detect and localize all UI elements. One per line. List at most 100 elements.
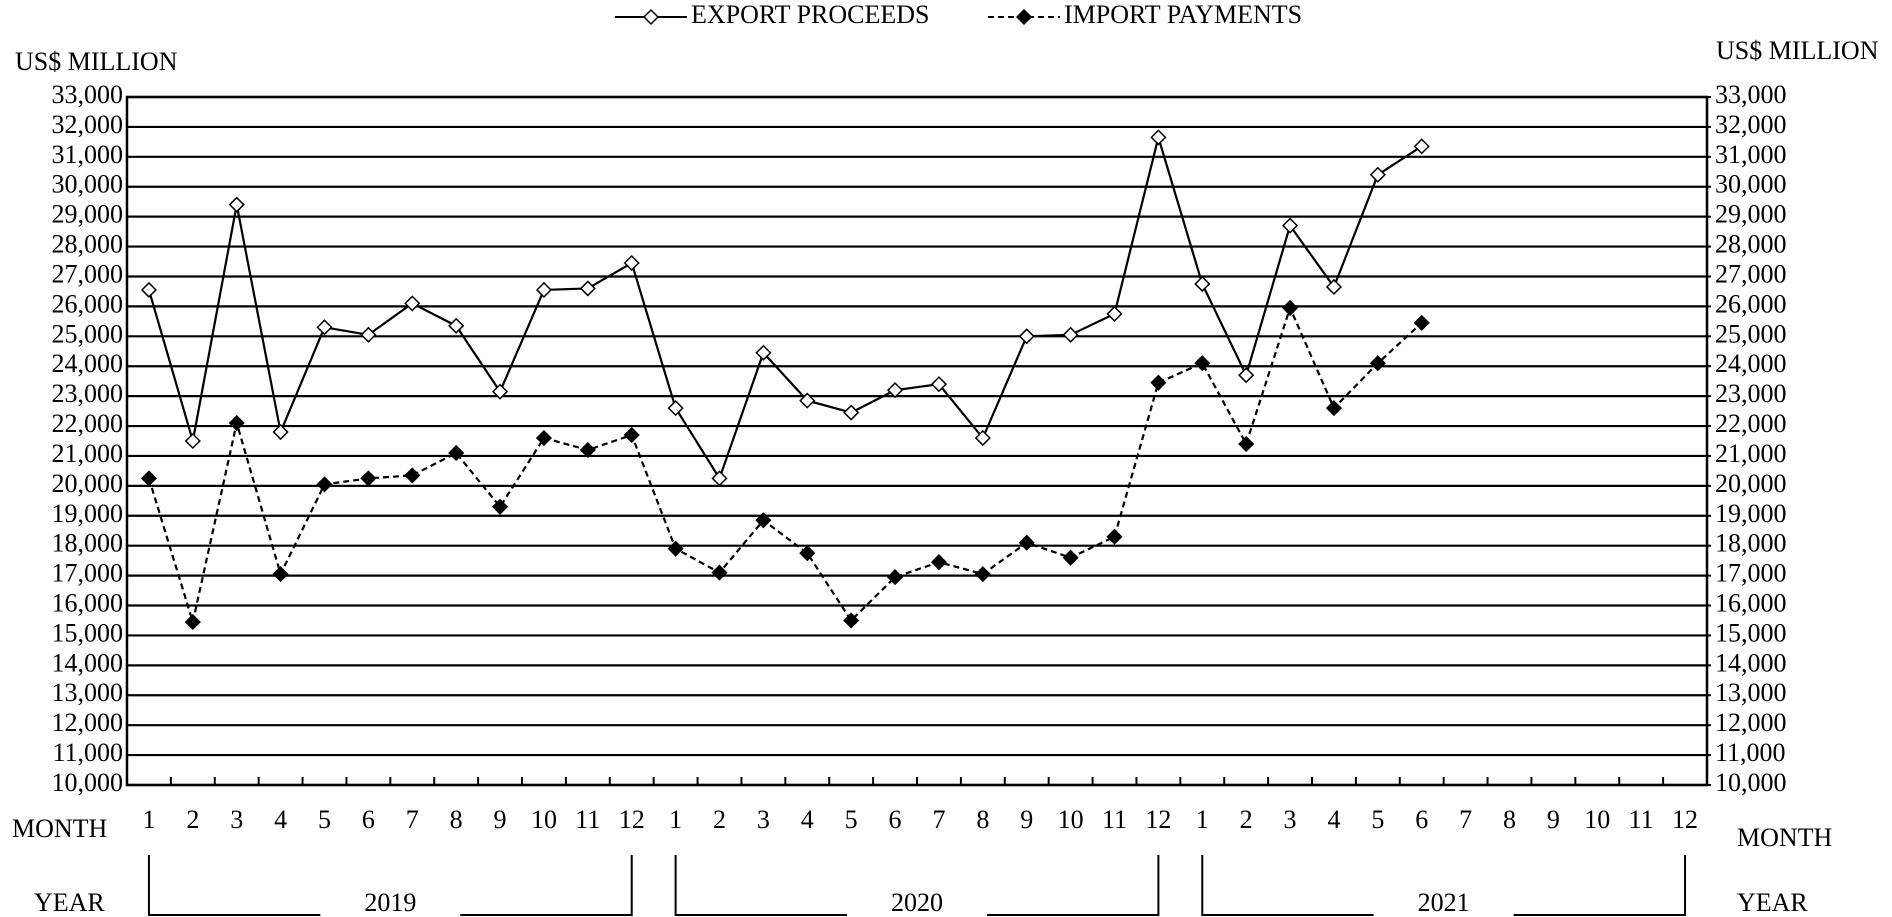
x-tick-label: 2 [1240,805,1253,834]
x2-axis-label: MONTH [1737,823,1833,852]
series-marker [1281,299,1299,316]
series-marker [886,569,904,586]
y-tick-label: 30,000 [52,170,124,199]
series-marker [1062,326,1079,343]
series-marker [755,512,772,529]
x-tick-label: 10 [1058,805,1084,834]
plot-frame [125,95,1709,787]
y2-tick-label: 29,000 [1715,200,1787,229]
year-bracket [147,855,633,916]
legend-marker [1015,8,1033,26]
series-line [147,133,1423,481]
series-marker [272,566,289,583]
x-tick-label: 8 [1503,805,1516,834]
series-marker [316,319,333,336]
x-tick-label: 11 [1629,805,1654,834]
y-tick-label: 24,000 [52,349,124,378]
series-marker [623,426,640,444]
series-marker [799,392,816,409]
y-tick-label: 23,000 [52,379,124,408]
y2-tick-label: 32,000 [1715,110,1787,139]
series-marker [448,444,465,462]
y-tick-label: 12,000 [52,708,124,737]
y-tick-label: 17,000 [52,559,124,588]
series-marker [1413,138,1430,155]
series-marker [799,545,816,562]
x-tick-label: 9 [494,805,507,834]
y-tick-label: 26,000 [52,289,124,318]
series-marker [1413,314,1430,331]
x-tick-label: 5 [318,805,331,834]
series-marker [1325,278,1343,296]
y-tick-label: 10,000 [52,768,124,797]
series-marker [843,404,860,421]
series-marker [667,540,684,557]
series-marker [1106,305,1123,322]
legend-marker [642,8,660,26]
legend-label: IMPORT PAYMENTS [1064,0,1302,29]
x-tick-label: 6 [362,805,375,834]
y2-tick-label: 20,000 [1715,469,1787,498]
series-marker [228,414,245,432]
x-tick-label: 2 [713,805,726,834]
x-tick-label: 12 [1145,805,1171,834]
x-tick-label: 4 [801,805,814,834]
series-marker [316,476,333,493]
y2-tick-label: 22,000 [1715,409,1787,438]
x-tick-label: 12 [619,805,645,834]
series-marker [272,423,289,441]
x-tick-label: 11 [1102,805,1127,834]
y2-tick-label: 31,000 [1715,140,1787,169]
x-tick-label: 8 [976,805,989,834]
series-marker [228,196,245,213]
x-tick-label: 3 [757,805,770,834]
series-marker [1238,435,1255,453]
year-bracket [674,855,1160,916]
y2-tick-label: 33,000 [1715,80,1787,109]
series-marker [579,280,596,297]
y2-tick-label: 15,000 [1715,618,1787,647]
series-marker [843,612,860,629]
legend-label: EXPORT PROCEEDS [691,0,930,29]
series-marker [579,441,596,459]
series-marker [1325,400,1343,417]
series-line [147,304,1423,627]
y-tick-label: 32,000 [52,110,124,139]
series-marker [491,383,509,400]
x-tick-label: 4 [274,805,287,834]
y2-tick-label: 11,000 [1715,738,1786,767]
y-tick-label: 28,000 [52,230,124,259]
series-marker [360,470,377,487]
series-marker [491,498,509,515]
year-bracket [1201,855,1687,916]
y2-tick-label: 25,000 [1715,319,1787,348]
y-tick-label: 33,000 [52,80,124,109]
y-tick-label: 22,000 [52,409,124,438]
series-marker [623,254,640,272]
series-marker [711,470,728,487]
series-marker [404,295,421,312]
y-tick-label: 14,000 [52,648,124,677]
y2-tick-label: 17,000 [1715,559,1787,588]
y-tick-label: 11,000 [52,738,123,767]
series-marker [1194,355,1211,372]
series-marker [1018,328,1035,345]
y2-tick-label: 12,000 [1715,708,1787,737]
series-marker [755,344,772,361]
series-marker [1281,217,1299,234]
x-tick-label: 3 [230,805,243,834]
x-tick-label: 9 [1547,805,1560,834]
series-marker [1238,367,1255,384]
series-marker [974,566,991,583]
y2-tick-label: 19,000 [1715,499,1787,528]
y2-axis-label: US$ MILLION [1716,36,1879,65]
x-tick-label: 6 [1415,805,1428,834]
y-tick-label: 15,000 [52,618,124,647]
x-tick-label: 1 [1196,805,1209,834]
series-marker [140,470,158,487]
y-tick-label: 16,000 [52,588,124,617]
y-tick-label: 25,000 [52,319,124,348]
x-tick-label: 10 [531,805,557,834]
x-tick-label: 5 [845,805,858,834]
